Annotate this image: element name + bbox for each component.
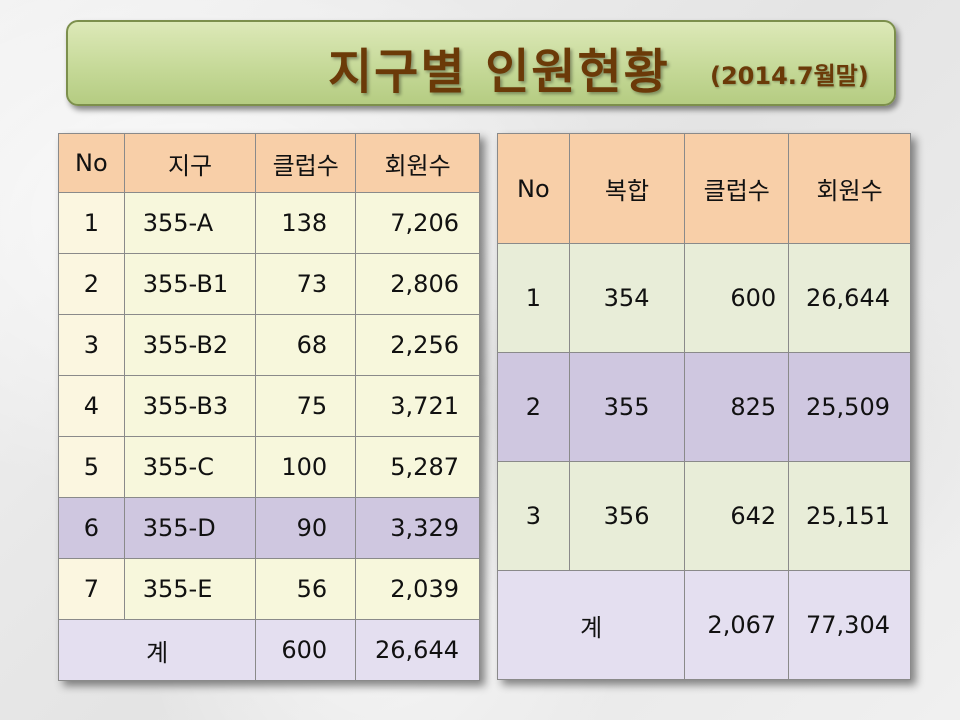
cell-members: 25,151: [788, 461, 911, 571]
table-row: 1 354 600 26,644: [497, 243, 911, 353]
cell-clubs: 100: [255, 436, 357, 498]
cell-members: 5,287: [355, 436, 480, 498]
header-no: No: [497, 133, 570, 244]
total-label: 계: [57, 619, 257, 681]
table-row: 3 356 642 25,151: [497, 461, 911, 571]
cell-clubs: 600: [684, 243, 790, 353]
cell-members: 3,329: [355, 497, 480, 559]
cell-members: 2,256: [355, 314, 480, 376]
cell-clubs: 90: [255, 497, 357, 559]
header-members: 회원수: [355, 133, 480, 193]
title-banner: [66, 20, 896, 106]
total-members: 77,304: [788, 570, 911, 680]
cell-no: 7: [58, 558, 125, 620]
header-clubs: 클럽수: [255, 133, 357, 193]
cell-members: 7,206: [355, 192, 480, 254]
table-row-highlighted: 6 355-D 90 3,329: [58, 497, 480, 559]
district-table: No 지구 클럽수 회원수 1 355-A 138 7,206 2 355-B1…: [57, 133, 480, 681]
table-header-row: No 복합 클럽수 회원수: [497, 133, 911, 244]
cell-clubs: 825: [684, 352, 790, 462]
cell-members: 25,509: [788, 352, 911, 462]
total-clubs: 600: [255, 619, 357, 681]
cell-multiple: 354: [568, 243, 686, 353]
cell-district: 355-B1: [123, 253, 257, 315]
table-row-highlighted: 2 355 825 25,509: [497, 352, 911, 462]
cell-members: 2,806: [355, 253, 480, 315]
table-row: 7 355-E 56 2,039: [58, 558, 480, 620]
cell-multiple: 355: [568, 352, 686, 462]
cell-district: 355-B2: [123, 314, 257, 376]
header-multiple: 복합: [568, 133, 686, 244]
table-row: 2 355-B1 73 2,806: [58, 253, 480, 315]
table-row: 3 355-B2 68 2,256: [58, 314, 480, 376]
cell-district: 355-B3: [123, 375, 257, 437]
total-clubs: 2,067: [684, 570, 790, 680]
header-district: 지구: [123, 133, 257, 193]
cell-no: 1: [58, 192, 125, 254]
header-members: 회원수: [788, 133, 911, 244]
cell-no: 4: [58, 375, 125, 437]
cell-members: 26,644: [788, 243, 911, 353]
cell-no: 3: [58, 314, 125, 376]
cell-district: 355-D: [123, 497, 257, 559]
table-total-row: 계 600 26,644: [57, 619, 480, 681]
cell-multiple: 356: [568, 461, 686, 571]
cell-clubs: 73: [255, 253, 357, 315]
cell-district: 355-A: [123, 192, 257, 254]
cell-district: 355-C: [123, 436, 257, 498]
multiple-district-table: No 복합 클럽수 회원수 1 354 600 26,644 2 355 825…: [496, 133, 911, 680]
table-row: 1 355-A 138 7,206: [58, 192, 480, 254]
cell-clubs: 56: [255, 558, 357, 620]
cell-district: 355-E: [123, 558, 257, 620]
table-row: 4 355-B3 75 3,721: [58, 375, 480, 437]
cell-clubs: 68: [255, 314, 357, 376]
cell-no: 5: [58, 436, 125, 498]
table-total-row: 계 2,067 77,304: [496, 570, 911, 680]
cell-no: 6: [58, 497, 125, 559]
header-clubs: 클럽수: [684, 133, 790, 244]
table-row: 5 355-C 100 5,287: [58, 436, 480, 498]
cell-no: 2: [497, 352, 570, 462]
cell-no: 3: [497, 461, 570, 571]
page-title: 지구별 인원현황: [328, 44, 670, 100]
cell-no: 2: [58, 253, 125, 315]
total-members: 26,644: [355, 619, 480, 681]
cell-members: 3,721: [355, 375, 480, 437]
table-header-row: No 지구 클럽수 회원수: [58, 133, 480, 193]
page-subtitle: (2014.7월말): [710, 62, 869, 90]
cell-members: 2,039: [355, 558, 480, 620]
total-label: 계: [496, 570, 686, 680]
cell-clubs: 75: [255, 375, 357, 437]
cell-clubs: 642: [684, 461, 790, 571]
header-no: No: [58, 133, 125, 193]
cell-no: 1: [497, 243, 570, 353]
cell-clubs: 138: [255, 192, 357, 254]
